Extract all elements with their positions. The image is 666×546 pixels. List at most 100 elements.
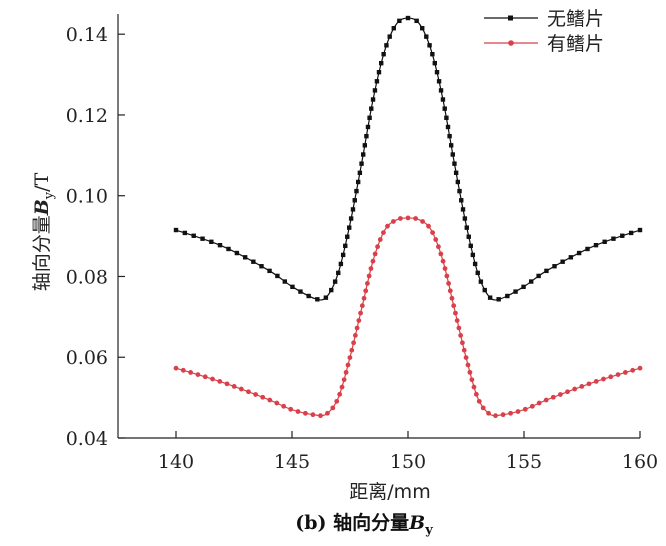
series-0-marker: [340, 252, 346, 258]
series-0-marker: [338, 261, 344, 267]
series-0-marker: [391, 26, 396, 31]
series-1-marker: [458, 332, 464, 338]
series-0-marker: [424, 34, 429, 39]
series-1-marker: [500, 412, 506, 418]
series-1-marker: [341, 377, 347, 383]
series-0-marker: [432, 60, 437, 66]
series-1-marker: [471, 384, 477, 390]
series-0-marker: [259, 264, 264, 269]
series-1-marker: [260, 394, 266, 400]
series-0-marker: [372, 88, 378, 93]
caption-var: B: [408, 512, 425, 534]
y-axis-label: 轴向分量By/T: [31, 172, 57, 291]
series-1-marker: [356, 318, 362, 323]
series-0-marker: [472, 261, 478, 267]
series-0-marker: [362, 143, 368, 148]
series-1-marker: [267, 397, 273, 403]
series-1-marker: [572, 386, 578, 392]
series-0-marker: [365, 124, 371, 130]
y-tick-label: 0.12: [66, 105, 108, 127]
series-0-marker: [381, 51, 386, 57]
series-0-marker: [434, 70, 440, 75]
series-1-marker: [370, 258, 376, 264]
series-0-marker: [482, 287, 487, 293]
series-1-marker: [303, 410, 308, 416]
series-0-marker: [332, 279, 338, 284]
series-0-marker: [345, 234, 350, 239]
series-0-marker: [611, 236, 616, 241]
x-tick-label: 160: [622, 451, 658, 473]
series-1-marker: [188, 370, 194, 375]
series-0-marker: [315, 297, 320, 302]
x-tick-label: 150: [390, 451, 426, 473]
series-0-marker: [521, 284, 526, 290]
series-1-marker: [347, 355, 353, 361]
caption-prefix: (b) 轴向分量: [295, 511, 409, 534]
y-axis-label-suffix: /T: [31, 172, 53, 191]
series-1-marker: [345, 362, 351, 368]
series-1-marker: [486, 410, 491, 416]
series-1-marker: [476, 398, 482, 404]
series-0-marker: [628, 230, 634, 236]
series-0-marker: [444, 115, 449, 121]
series-1-marker: [449, 295, 455, 301]
x-tick-label: 140: [158, 451, 194, 473]
series-0-marker: [450, 152, 455, 157]
series-0-marker: [298, 289, 303, 294]
series-0-marker: [568, 255, 574, 260]
series-1-marker: [601, 376, 606, 382]
series-1-marker: [173, 365, 179, 371]
series-1-marker: [508, 410, 513, 416]
series-0-marker: [436, 79, 442, 84]
series-1-marker: [358, 310, 363, 316]
series-0-marker: [455, 179, 461, 185]
series-1-marker: [231, 384, 237, 389]
series-0-marker: [374, 79, 380, 84]
series-0-marker: [348, 216, 354, 221]
series-0-marker: [560, 259, 565, 264]
series-1-marker: [352, 332, 358, 338]
series-1-marker: [381, 230, 386, 235]
series-0-marker: [576, 250, 582, 256]
y-tick-label: 0.14: [66, 24, 108, 46]
y-tick-label: 0.08: [66, 266, 108, 288]
axes-layer: 140 145 150 155 160 0.04 0.06 0.08 0.10 0.12 0.14: [66, 14, 658, 473]
series-0-marker: [200, 236, 205, 241]
series-1-marker: [543, 397, 549, 403]
series-0-marker: [620, 233, 625, 238]
series-0-marker: [336, 270, 341, 276]
series-0-marker: [544, 268, 549, 274]
series-1-marker: [398, 216, 403, 221]
y-axis-label-var: B: [31, 199, 53, 216]
series-0-marker: [182, 230, 188, 236]
series-1-marker: [461, 347, 467, 353]
series-0-marker: [442, 106, 447, 111]
series-0-marker: [468, 243, 473, 249]
series-0-marker: [536, 273, 541, 279]
series-1-marker: [375, 244, 380, 250]
series-1-marker: [180, 367, 186, 373]
series-0-marker: [445, 124, 451, 130]
series-1-marker: [354, 325, 360, 331]
y-tick-label: 0.04: [66, 428, 108, 450]
series-1-marker: [608, 374, 614, 380]
series-1-marker: [210, 376, 215, 382]
series-1-marker: [224, 381, 230, 387]
series-0-marker: [234, 250, 240, 256]
series-0-marker: [602, 239, 607, 244]
series-1-marker: [343, 369, 349, 375]
series-0-marker: [350, 207, 356, 212]
series-1-marker: [463, 355, 469, 361]
series-1-marker: [615, 372, 621, 378]
series-0-marker: [496, 297, 501, 302]
series-line-1: [175, 217, 641, 417]
series-0-marker: [637, 227, 643, 233]
series-1-marker: [536, 400, 542, 406]
series-0-marker: [593, 242, 599, 248]
y-axis-label-prefix: 轴向分量: [31, 215, 53, 291]
series-1-marker: [579, 384, 585, 389]
series-1-marker: [359, 303, 365, 309]
series-0-marker: [355, 179, 361, 185]
x-axis-label: 距离/mm: [349, 481, 430, 503]
caption-sub: y: [424, 523, 433, 538]
